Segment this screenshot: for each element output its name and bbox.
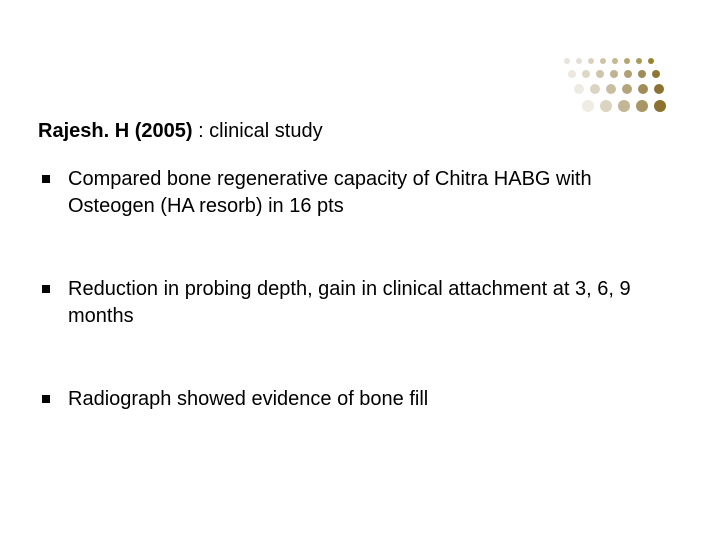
title-author-year: Rajesh. H (2005) [38,120,193,142]
decor-dot [606,84,616,94]
decor-dot [654,100,666,112]
decor-dot [636,100,648,112]
decor-dot [618,100,630,112]
bullet-text: Reduction in probing depth, gain in clin… [68,278,631,327]
decor-dot [574,84,584,94]
list-item: Radiograph showed evidence of bone fill [38,386,678,413]
decor-dot [638,84,648,94]
decor-dot [624,70,632,78]
decor-dot [636,58,642,64]
slide: Rajesh. H (2005) : clinical study Compar… [0,0,720,540]
decor-dot [588,58,594,64]
bullet-list: Compared bone regenerative capacity of C… [38,166,678,469]
decor-dot [600,58,606,64]
corner-decor-dots [564,58,684,118]
title-suffix: : clinical study [193,120,323,142]
decor-dot [648,58,654,64]
decor-dot [654,84,664,94]
decor-dot [612,58,618,64]
decor-dot [596,70,604,78]
list-item: Compared bone regenerative capacity of C… [38,166,678,220]
decor-dot [564,58,570,64]
decor-dot [568,70,576,78]
decor-dot [652,70,660,78]
list-item: Reduction in probing depth, gain in clin… [38,276,678,330]
decor-dot [590,84,600,94]
bullet-text: Radiograph showed evidence of bone fill [68,388,428,410]
decor-dot [582,100,594,112]
decor-dot [576,58,582,64]
decor-dot [582,70,590,78]
decor-dot [610,70,618,78]
slide-title: Rajesh. H (2005) : clinical study [38,120,323,143]
decor-dot [624,58,630,64]
decor-dot [622,84,632,94]
decor-dot [638,70,646,78]
bullet-text: Compared bone regenerative capacity of C… [68,168,592,217]
decor-dot [600,100,612,112]
